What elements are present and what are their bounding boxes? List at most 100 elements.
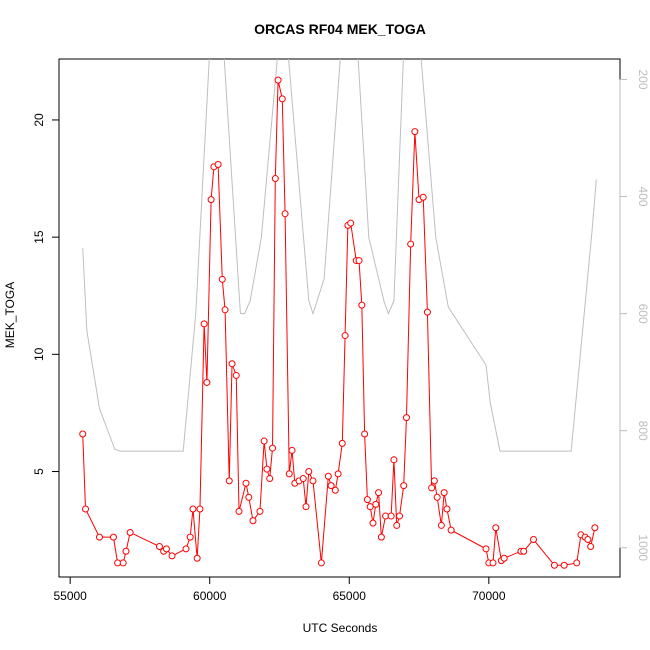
mek-toga-point xyxy=(327,482,335,490)
mek-toga-point xyxy=(433,493,441,501)
mek-toga-point xyxy=(82,505,90,513)
y-axis-label: MEK_TOGA xyxy=(3,282,17,348)
mek-toga-point xyxy=(331,486,339,494)
mek-toga-point xyxy=(363,496,371,504)
chart-title: ORCAS RF04 MEK_TOGA xyxy=(254,21,426,37)
mek-toga-point xyxy=(186,533,194,541)
right-y-tick-label: 800 xyxy=(636,421,650,441)
mek-toga-point xyxy=(393,521,401,529)
mek-toga-point xyxy=(281,210,289,218)
mek-toga-point xyxy=(500,554,508,562)
altitude-line xyxy=(82,59,597,452)
mek-toga-point xyxy=(550,561,558,569)
mek-toga-point xyxy=(271,175,279,183)
mek-toga-point xyxy=(402,414,410,422)
mek-toga-point xyxy=(200,320,208,328)
mek-toga-point xyxy=(109,533,117,541)
mek-toga-point xyxy=(245,493,253,501)
x-axis: 55000 60000 65000 70000 xyxy=(53,576,506,603)
mek-toga-point xyxy=(182,545,190,553)
mek-toga-point xyxy=(189,505,197,513)
mek-toga-point xyxy=(492,524,500,532)
x-axis-label: UTC Seconds xyxy=(303,621,378,635)
mek-toga-point xyxy=(260,437,268,445)
mek-toga-point xyxy=(447,526,455,534)
mek-toga-point xyxy=(232,371,240,379)
mek-toga-point xyxy=(390,456,398,464)
mek-toga-point xyxy=(529,535,537,543)
mek-toga-point xyxy=(573,559,581,567)
mek-toga-point xyxy=(400,482,408,490)
mek-toga-point xyxy=(263,465,271,473)
mek-toga-point xyxy=(162,545,170,553)
mek-toga-point xyxy=(256,507,264,515)
mek-toga-point xyxy=(430,477,438,485)
x-tick-label: 65000 xyxy=(333,589,367,603)
mek-toga-point xyxy=(302,503,310,511)
mek-toga-point xyxy=(443,505,451,513)
mek-toga-point xyxy=(214,160,222,168)
mek-toga-point xyxy=(428,484,436,492)
mek-toga-point xyxy=(372,500,380,508)
x-tick-label: 70000 xyxy=(472,589,506,603)
mek-toga-point xyxy=(266,475,274,483)
mek-toga-point xyxy=(407,240,415,248)
altitude-series xyxy=(82,59,597,452)
mek-toga-point xyxy=(437,521,445,529)
mek-toga-point xyxy=(560,561,568,569)
mek-toga-point xyxy=(269,444,277,452)
mek-toga-point xyxy=(355,257,363,265)
mek-toga-point xyxy=(285,470,293,478)
mek-toga-point xyxy=(193,554,201,562)
x-tick-label: 55000 xyxy=(53,589,87,603)
mek-toga-point xyxy=(79,430,87,438)
mek-toga-point xyxy=(591,524,599,532)
mek-toga-point xyxy=(377,533,385,541)
mek-toga-point xyxy=(305,468,313,476)
mek-toga-point xyxy=(122,547,130,555)
mek-toga-point xyxy=(411,128,419,136)
mek-toga-point xyxy=(387,512,395,520)
mek-toga-point xyxy=(274,76,282,84)
mek-toga-point xyxy=(347,219,355,227)
right-y-tick-label: 1000 xyxy=(636,534,650,561)
mek-toga-point xyxy=(242,479,250,487)
right-y-tick-label: 600 xyxy=(636,304,650,324)
mek-toga-point xyxy=(324,472,332,480)
mek-toga-point xyxy=(288,446,296,454)
mek-toga-point xyxy=(489,559,497,567)
mek-toga-point xyxy=(584,535,592,543)
mek-toga-point xyxy=(95,533,103,541)
mek-toga-point xyxy=(482,545,490,553)
right-y-tick-label: 200 xyxy=(636,69,650,89)
mek-toga-point xyxy=(317,559,325,567)
mek-toga-point xyxy=(235,507,243,515)
right-y-tick-label: 400 xyxy=(636,187,650,207)
mek-toga-point xyxy=(203,378,211,386)
mek-toga-point xyxy=(440,489,448,497)
mek-toga-point xyxy=(196,505,204,513)
mek-toga-point xyxy=(520,547,528,555)
x-tick-label: 60000 xyxy=(193,589,227,603)
y-tick-label: 15 xyxy=(32,230,46,244)
mek-toga-point xyxy=(221,306,229,314)
mek-toga-point xyxy=(396,512,404,520)
y-axis: 5 10 15 20 xyxy=(32,113,60,475)
mek-toga-point xyxy=(126,528,134,536)
mek-toga-point xyxy=(361,430,369,438)
y-tick-label: 20 xyxy=(32,113,46,127)
mek-toga-point xyxy=(341,332,349,340)
y-tick-label: 5 xyxy=(32,468,46,475)
right-y-axis: 200 400 600 800 1000 xyxy=(619,69,650,561)
y-tick-label: 10 xyxy=(32,347,46,361)
mek-toga-point xyxy=(249,517,257,525)
mek-toga-series xyxy=(79,76,599,569)
mek-toga-point xyxy=(419,193,427,201)
mek-toga-point xyxy=(369,519,377,527)
mek-toga-point xyxy=(358,301,366,309)
mek-toga-point xyxy=(587,543,595,551)
mek-toga-point xyxy=(225,477,233,485)
mek-toga-point xyxy=(278,95,286,103)
